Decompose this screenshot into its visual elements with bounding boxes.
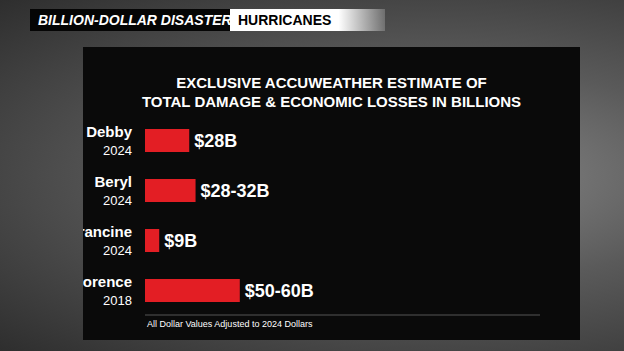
- svg-text:$28-32B: $28-32B: [201, 181, 270, 201]
- svg-text:$28B: $28B: [194, 131, 237, 151]
- html-text:BILLION-DOLLAR DISASTERS: BILLION-DOLLAR DISASTERS: [38, 12, 241, 28]
- html-text:HURRICANES: HURRICANES: [238, 12, 332, 28]
- svg-text:$9B: $9B: [164, 231, 197, 251]
- html-text:All Dollar Values Adjusted to: All Dollar Values Adjusted to 2024 Dolla…: [147, 319, 313, 329]
- svg-text:Beryl2024: Beryl2024: [94, 173, 132, 208]
- svg-text:$50-60B: $50-60B: [245, 281, 314, 301]
- svg-text:Francine2024: Francine2024: [83, 223, 132, 258]
- html-text:EXCLUSIVE ACCUWEATHER ESTIMATE: EXCLUSIVE ACCUWEATHER ESTIMATE OF TOTAL …: [141, 74, 522, 110]
- svg-text:Florence2018: Florence2018: [83, 273, 132, 308]
- svg-text:Debby2024: Debby2024: [86, 123, 133, 158]
